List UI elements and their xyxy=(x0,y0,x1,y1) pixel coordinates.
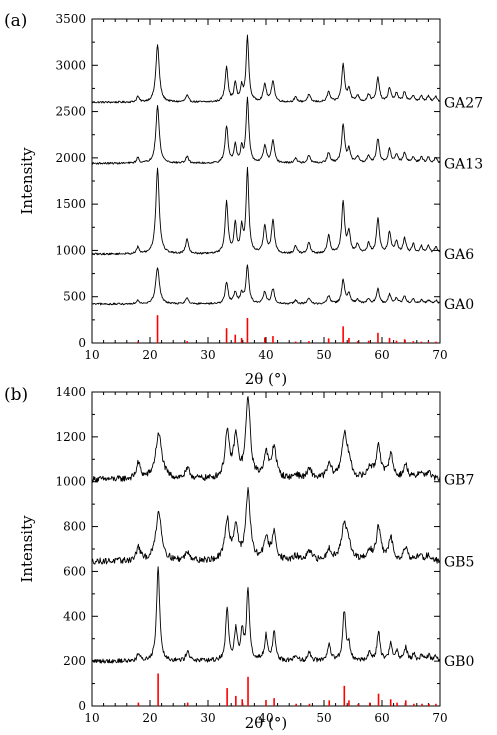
x-tick-label: 60 xyxy=(374,711,389,725)
y-tick-label: 3000 xyxy=(55,58,86,72)
y-tick-label: 0 xyxy=(78,699,86,713)
y-tick-label: 1200 xyxy=(55,430,86,444)
x-tick-label: 50 xyxy=(316,711,331,725)
pattern-ga0 xyxy=(91,264,441,306)
y-tick-label: 2000 xyxy=(55,151,86,165)
y-tick-label: 800 xyxy=(63,520,86,534)
y-tick-label: 500 xyxy=(63,290,86,304)
y-tick-label: 0 xyxy=(78,336,86,350)
x-tick-label: 40 xyxy=(258,711,273,725)
series-label: GA27 xyxy=(444,95,483,111)
pattern-ga6 xyxy=(91,166,441,256)
x-axis-title: 2θ (°) xyxy=(245,370,288,388)
x-tick-label: 30 xyxy=(200,348,215,362)
plot-frame xyxy=(91,391,441,707)
x-tick-label: 60 xyxy=(374,348,389,362)
pattern-gb7 xyxy=(91,396,441,483)
series-label: GB7 xyxy=(444,472,474,488)
x-tick-label: 70 xyxy=(432,711,447,725)
y-tick-label: 2500 xyxy=(55,105,86,119)
pattern-gb5 xyxy=(91,487,441,565)
y-tick-label: 1000 xyxy=(55,475,86,489)
panel-b: (b) 10 20 30 40 50 60 70 0 200 400 600 800 1000 1200 14… xyxy=(4,385,474,732)
series-label: GA0 xyxy=(444,297,474,313)
y-axis-title: Intensity xyxy=(18,147,36,215)
pattern-ga27 xyxy=(91,34,441,104)
x-tick-label: 50 xyxy=(316,348,331,362)
series-label: GB5 xyxy=(444,554,474,570)
y-tick-label: 400 xyxy=(63,609,86,623)
panel-label: (a) xyxy=(4,11,27,31)
x-tick-label: 10 xyxy=(84,348,99,362)
x-tick-label: 10 xyxy=(84,711,99,725)
y-tick-label: 3500 xyxy=(55,12,86,26)
pattern-ga13 xyxy=(91,96,441,165)
y-tick-label: 1400 xyxy=(55,385,86,399)
series-label: GA6 xyxy=(444,247,474,263)
series-label: GA13 xyxy=(444,156,483,172)
x-axis-title: 2θ (°) xyxy=(245,714,288,732)
y-tick-label: 600 xyxy=(63,564,86,578)
x-tick-label: 20 xyxy=(142,348,157,362)
y-tick-label: 1000 xyxy=(55,243,86,257)
x-tick-label: 30 xyxy=(200,711,215,725)
y-axis-title: Intensity xyxy=(18,515,36,583)
y-tick-label: 200 xyxy=(63,654,86,668)
x-tick-label: 70 xyxy=(432,348,447,362)
pattern-gb0 xyxy=(91,566,441,664)
y-tick-label: 1500 xyxy=(55,197,86,211)
x-tick-label: 20 xyxy=(142,711,157,725)
panel-a: (a) 10 20 30 40 50 60 70 0 500 1000 1500 2000 2500 300… xyxy=(4,11,483,388)
series-label: GB0 xyxy=(444,654,474,670)
panel-label: (b) xyxy=(4,385,28,405)
x-tick-label: 40 xyxy=(258,348,273,362)
